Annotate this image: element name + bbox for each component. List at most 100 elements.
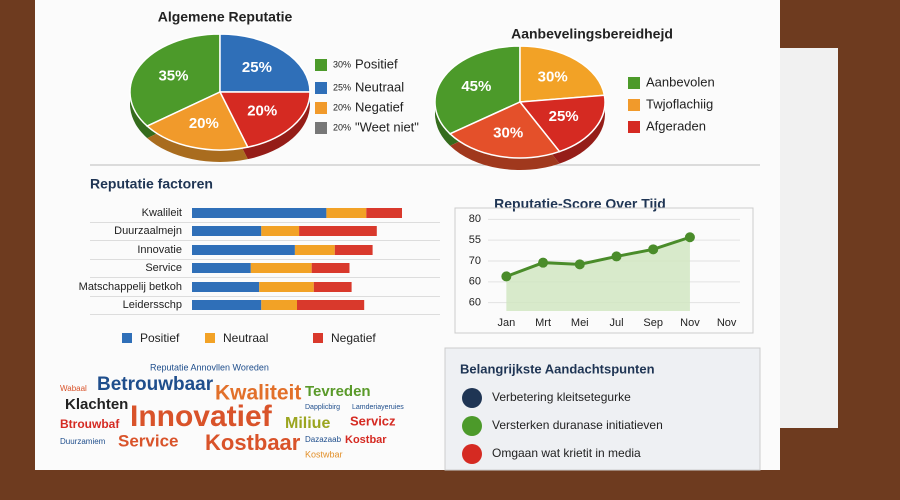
chart-title: Aanbevelingsbereidhejd: [511, 26, 673, 42]
bar-segment: [261, 226, 300, 236]
cloud-word: Reputatie Annovllen Woreden: [150, 362, 269, 372]
pie-slice: [129, 33, 221, 127]
bar-segment: [259, 282, 314, 292]
slice-label: 45%: [461, 78, 491, 95]
legend-swatch: [122, 333, 132, 343]
legend-label: Negatief: [355, 99, 404, 114]
legend-label: Aanbevolen: [646, 74, 715, 89]
cloud-word: Kwaliteit: [215, 382, 301, 405]
cloud-word: Kostbaar: [205, 430, 301, 455]
pie-slice: [218, 91, 311, 149]
pie-slice: [219, 33, 311, 93]
legend-swatch: [315, 102, 327, 114]
key-points-title: Belangrijkste Aandachtspunten: [460, 361, 655, 376]
chart-title: Reputatie-Score Over Tijd: [494, 196, 666, 212]
category-label: Duurzaalmejn: [114, 225, 182, 237]
bar-segment: [192, 282, 260, 292]
bar-segment: [334, 245, 373, 255]
x-tick-label: Nov: [680, 317, 700, 329]
cloud-word: Betrouwbaar: [97, 374, 214, 395]
slice-label: 20%: [189, 115, 219, 132]
legend-swatch: [313, 333, 323, 343]
x-tick-label: Jul: [609, 317, 623, 329]
chart-title: Algemene Reputatie: [158, 9, 293, 25]
cloud-word: Kostwbar: [305, 449, 343, 459]
key-point: Omgaan wat krietit in media: [492, 446, 641, 460]
category-label: Leidersschp: [123, 299, 182, 311]
legend-swatch: [628, 121, 640, 133]
legend-pct: 30%: [333, 59, 351, 69]
cloud-word: Btrouwbaf: [60, 417, 120, 431]
category-label: Service: [145, 262, 182, 274]
category-label: Kwalileit: [142, 207, 182, 219]
area: [506, 237, 690, 311]
cloud-word: Dapplicbirg: [305, 404, 340, 411]
slice-label: 35%: [158, 68, 188, 85]
key-icon: [462, 416, 482, 436]
key-icon: [462, 444, 482, 464]
bar-segment: [311, 263, 350, 273]
point: [574, 259, 585, 270]
legend-label: Positief: [140, 331, 180, 345]
x-tick-label: Mei: [571, 317, 589, 329]
x-tick-label: Sep: [643, 317, 663, 329]
cloud-word: Kostbar: [345, 434, 387, 446]
cloud-word: Tevreden: [305, 383, 371, 400]
y-tick-label: 55: [469, 234, 481, 246]
slice-label: 25%: [549, 108, 579, 125]
slice-label: 30%: [493, 125, 523, 142]
slice-label: 30%: [538, 69, 568, 86]
cloud-word: Servicz: [350, 413, 396, 428]
y-tick-label: 80: [469, 213, 481, 225]
category-label: Innovatie: [137, 244, 182, 256]
bar-segment: [366, 208, 402, 218]
slice-label: 20%: [247, 103, 277, 120]
legend-pct: 20%: [333, 122, 351, 132]
bar-segment: [192, 226, 262, 236]
legend-label: Afgeraden: [646, 118, 706, 133]
cloud-word: Innovatief: [130, 400, 273, 433]
y-tick-label: 70: [469, 255, 481, 267]
bar-segment: [250, 263, 312, 273]
plot-frame: [454, 207, 754, 334]
legend-swatch: [628, 77, 640, 89]
x-tick-label: Nov: [717, 317, 737, 329]
legend-label: "Weet niet": [355, 119, 419, 134]
legend-label: Neutraal: [223, 331, 268, 345]
point: [684, 232, 695, 243]
bar-segment: [294, 245, 335, 255]
bar-segment: [192, 245, 295, 255]
cloud-word: Duurzamiem: [60, 437, 106, 446]
pie-slice: [448, 101, 561, 159]
bar-segment: [192, 208, 327, 218]
point: [611, 251, 622, 262]
legend-swatch: [205, 333, 215, 343]
cloud-word: Wabaal: [60, 384, 87, 393]
key-point: Verbetering kleitsetegurke: [492, 390, 631, 404]
cloud-word: Service: [118, 431, 179, 450]
category-label: Matschappelij betkoh: [79, 281, 182, 293]
legend-pct: 25%: [333, 82, 351, 92]
legend-label: Negatief: [331, 331, 376, 345]
pie-slice: [519, 45, 606, 103]
pie-slice: [145, 91, 249, 151]
bar-segment: [326, 208, 367, 218]
point: [538, 257, 549, 268]
cloud-word: Lamderiayeruies: [352, 404, 404, 411]
legend-swatch: [315, 122, 327, 134]
legend-swatch: [315, 59, 327, 71]
cloud-word: Klachten: [65, 396, 128, 413]
y-tick-label: 60: [469, 276, 481, 288]
legend-pct: 20%: [333, 102, 351, 112]
legend-swatch: [315, 82, 327, 94]
legend-label: Neutraal: [355, 79, 404, 94]
bar-segment: [192, 263, 251, 273]
bar-segment: [192, 300, 262, 310]
pie-slice: [434, 45, 521, 135]
bar-segment: [313, 282, 352, 292]
key-point: Versterken duranase initiatieven: [492, 418, 663, 432]
point: [648, 244, 659, 255]
key-icon: [462, 388, 482, 408]
